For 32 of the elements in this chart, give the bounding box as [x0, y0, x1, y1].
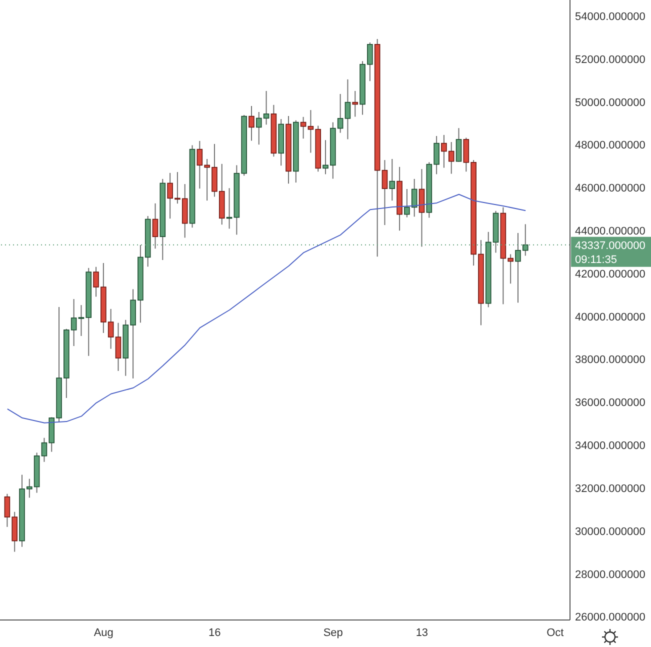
candlestick	[456, 128, 462, 162]
text: 09:11:35	[575, 254, 618, 266]
x-tick-label: Aug	[94, 626, 114, 639]
y-tick-label: 26000.000000	[575, 612, 646, 624]
y-tick-label: 28000.000000	[575, 568, 646, 581]
y-tick-label: 46000.000000	[575, 182, 646, 195]
y-tick-label: 48000.000000	[575, 140, 646, 152]
x-tick-label: 13	[416, 626, 428, 639]
y-tick-label: 36000.000000	[575, 397, 646, 410]
y-tick-label: 38000.000000	[575, 354, 646, 366]
y-tick-label: 30000.000000	[575, 526, 646, 538]
y-tick-label: 54000.000000	[575, 10, 646, 23]
x-tick-label: Oct	[546, 626, 564, 639]
candlestick	[352, 90, 358, 118]
y-tick-label: 32000.000000	[575, 482, 646, 495]
y-tick-label: 44000.000000	[575, 226, 646, 238]
ref-line-label: 43337.000000	[575, 240, 646, 252]
candlestick	[418, 168, 425, 248]
y-tick-label: 50000.000000	[575, 96, 646, 109]
y-tick-label: 34000.000000	[575, 440, 646, 452]
candlestick	[300, 116, 306, 140]
candlestick	[115, 322, 122, 372]
candlestick	[344, 78, 351, 140]
x-tick-label: 16	[208, 626, 221, 639]
candlestick	[248, 105, 254, 142]
y-tick-label: 42000.000000	[575, 268, 646, 280]
candlestick	[382, 160, 388, 226]
candlestick	[152, 202, 158, 250]
x-tick-label: Sep	[323, 626, 343, 639]
candlestick	[389, 158, 396, 202]
y-tick-label: 52000.000000	[575, 54, 646, 66]
y-tick-label: 40000.000000	[575, 311, 646, 324]
